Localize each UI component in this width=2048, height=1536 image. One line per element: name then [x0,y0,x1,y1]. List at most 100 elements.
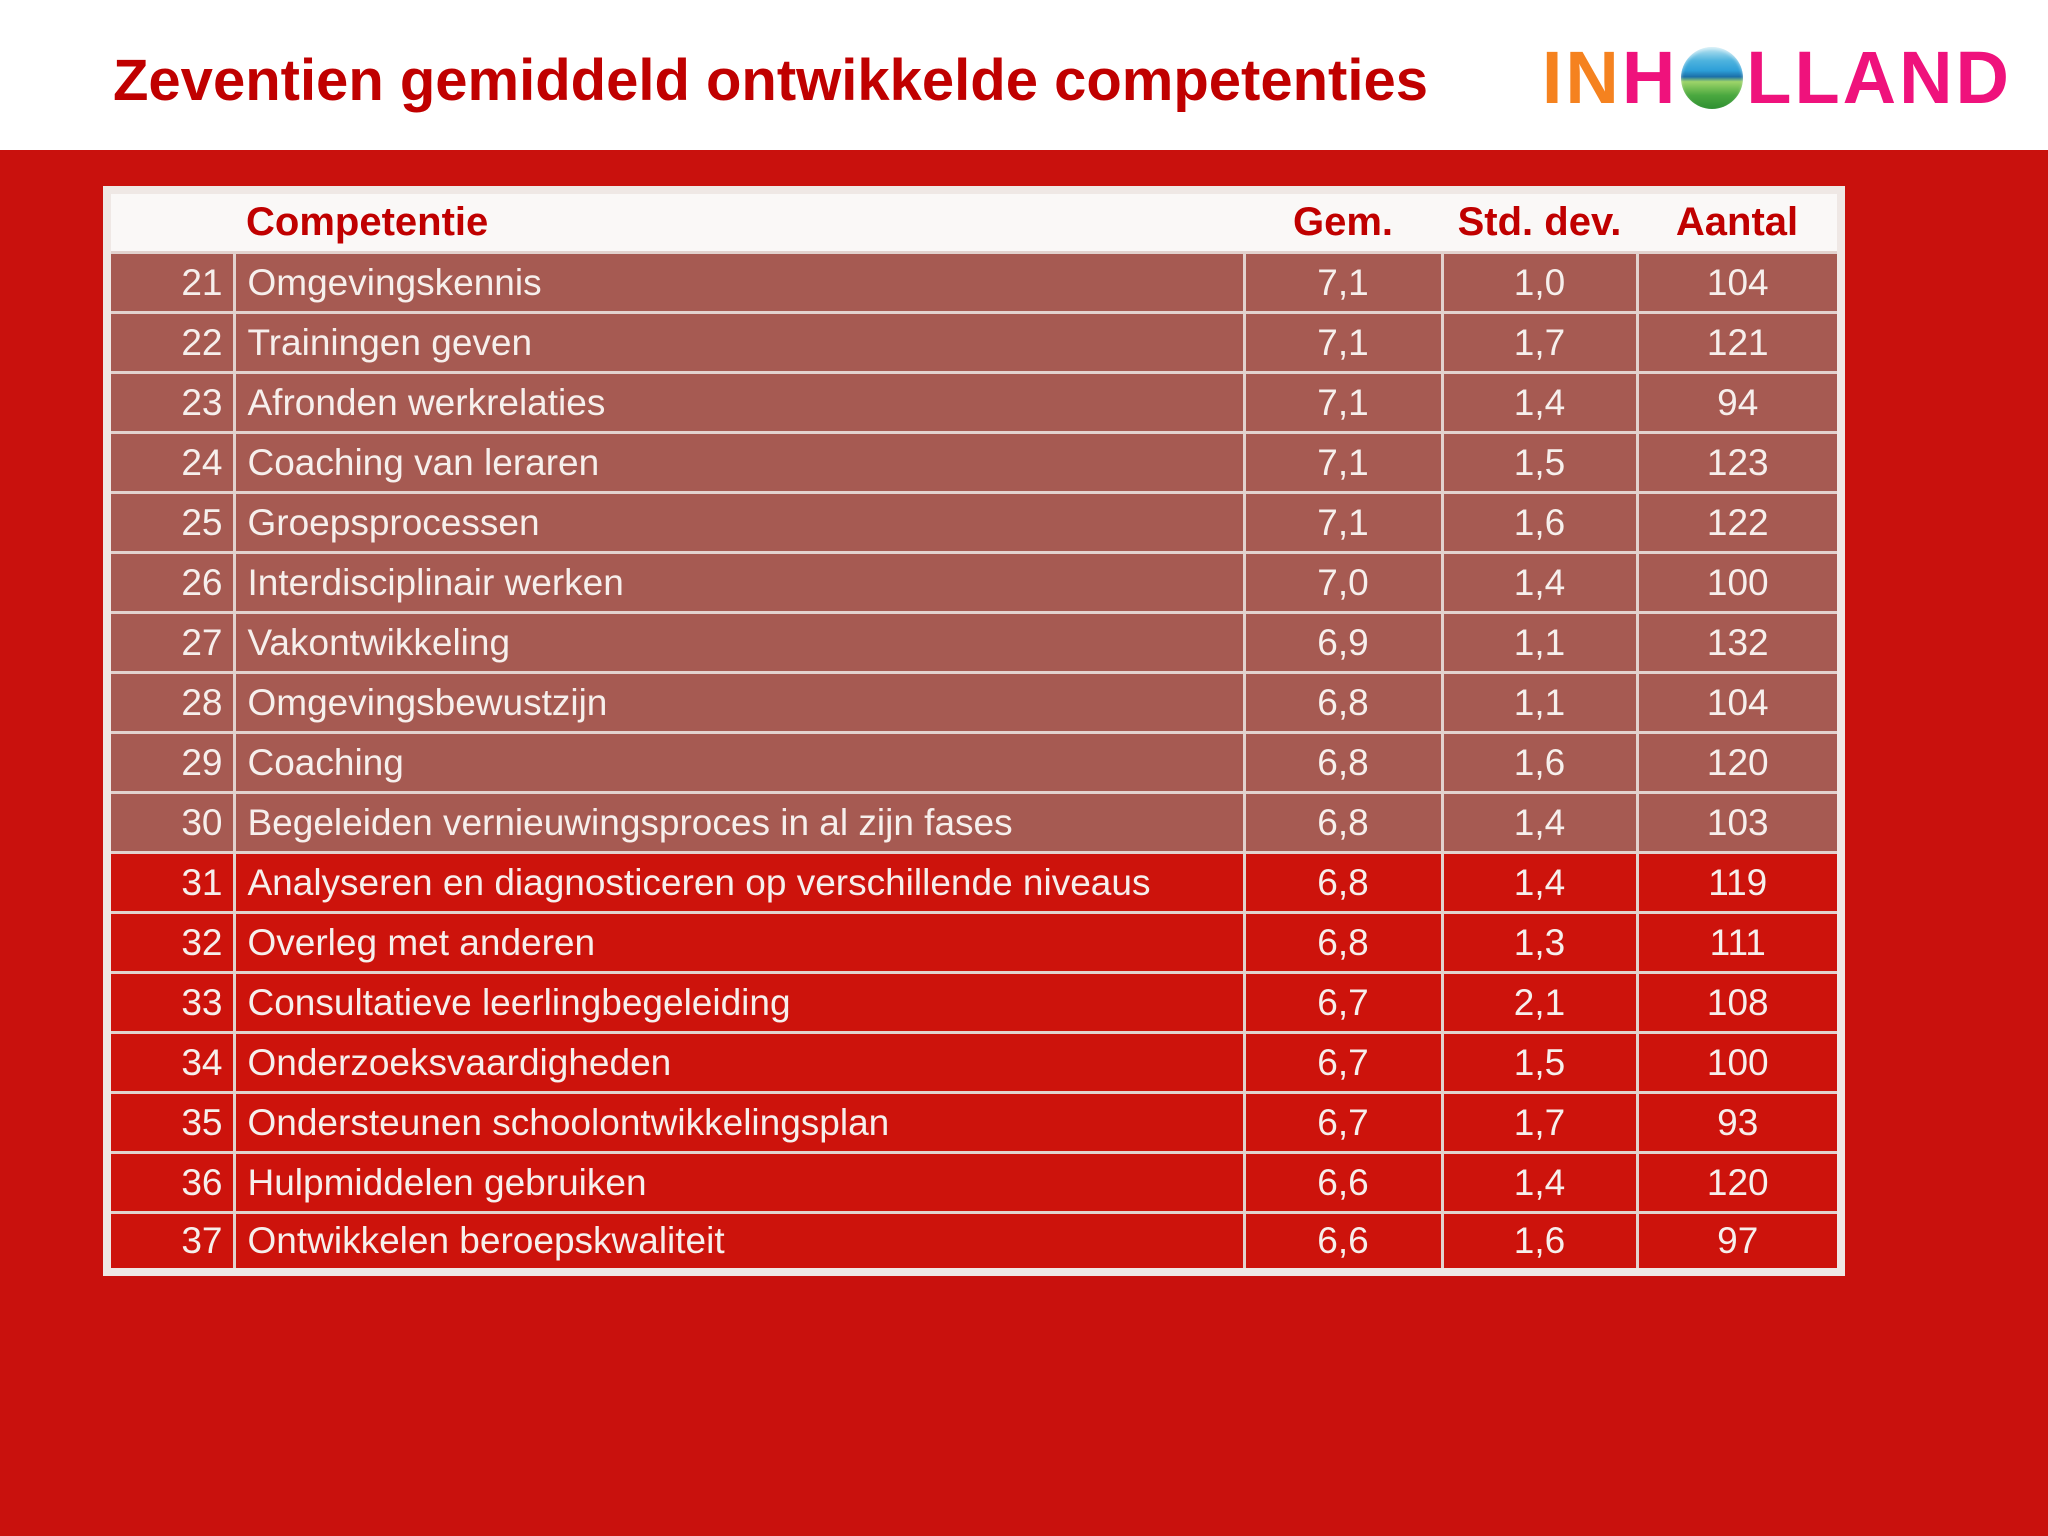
stddev-value: 1,0 [1440,250,1639,314]
stddev-value: 1,6 [1440,1210,1639,1274]
row-number: 21 [105,250,236,314]
stddev-value: 1,4 [1440,550,1639,614]
table-row: 35 Ondersteunen schoolontwikkelingsplan 6,… [105,1090,1843,1154]
inholland-logo: IN H LLAND [1542,35,2012,115]
count-value: 120 [1635,730,1843,794]
row-number: 25 [105,490,236,554]
count-value: 103 [1635,790,1843,854]
header-std-dev: Std. dev. [1442,190,1637,252]
mean-value: 7,1 [1242,310,1444,374]
count-value: 94 [1635,370,1843,434]
table-row: 37 Ontwikkelen beroepskwaliteit 6,6 1,6 97 [105,1210,1843,1274]
count-value: 97 [1635,1210,1843,1274]
competence-name: Begeleiden vernieuwingsproces in al zijn… [232,790,1246,854]
mean-value: 7,1 [1242,430,1444,494]
stddev-value: 1,3 [1440,910,1639,974]
mean-value: 7,1 [1242,370,1444,434]
mean-value: 7,1 [1242,250,1444,314]
competence-name: Onderzoeksvaardigheden [232,1030,1246,1094]
table-row: 25 Groepsprocessen 7,1 1,6 122 [105,490,1843,554]
competence-name: Afronden werkrelaties [232,370,1246,434]
table-row: 32 Overleg met anderen 6,8 1,3 111 [105,910,1843,974]
table-row: 28 Omgevingsbewustzijn 6,8 1,1 104 [105,670,1843,734]
table-header-row: Competentie Gem. Std. dev. Aantal [107,190,1841,252]
competence-name: Groepsprocessen [232,490,1246,554]
count-value: 104 [1635,250,1843,314]
competence-name: Coaching [232,730,1246,794]
count-value: 132 [1635,610,1843,674]
row-number: 35 [105,1090,236,1154]
table-row: 21 Omgevingskennis 7,1 1,0 104 [105,250,1843,314]
stddev-value: 1,4 [1440,850,1639,914]
stddev-value: 1,7 [1440,1090,1639,1154]
stddev-value: 1,5 [1440,430,1639,494]
table-row: 27 Vakontwikkeling 6,9 1,1 132 [105,610,1843,674]
stddev-value: 1,4 [1440,790,1639,854]
mean-value: 6,7 [1242,1030,1444,1094]
count-value: 123 [1635,430,1843,494]
row-number: 37 [105,1210,236,1274]
table-row: 33 Consultatieve leerlingbegeleiding 6,7 2,… [105,970,1843,1034]
row-number: 31 [105,850,236,914]
header-cell-empty [107,190,234,252]
competence-name: Ondersteunen schoolontwikkelingsplan [232,1090,1246,1154]
table-row: 31 Analyseren en diagnosticeren op versch… [105,850,1843,914]
stddev-value: 1,7 [1440,310,1639,374]
table-row: 23 Afronden werkrelaties 7,1 1,4 94 [105,370,1843,434]
count-value: 119 [1635,850,1843,914]
mean-value: 6,7 [1242,1090,1444,1154]
mean-value: 6,8 [1242,910,1444,974]
competence-name: Analyseren en diagnosticeren op verschil… [232,850,1246,914]
competence-name: Overleg met anderen [232,910,1246,974]
row-number: 28 [105,670,236,734]
mean-value: 7,1 [1242,490,1444,554]
header-competentie: Competentie [234,190,1244,252]
competence-name: Coaching van leraren [232,430,1246,494]
row-number: 27 [105,610,236,674]
mean-value: 6,6 [1242,1150,1444,1214]
competence-name: Vakontwikkeling [232,610,1246,674]
page-title: Zeventien gemiddeld ontwikkelde competen… [113,47,1428,113]
header-aantal: Aantal [1637,190,1841,252]
competence-name: Hulpmiddelen gebruiken [232,1150,1246,1214]
table-body: 21 Omgevingskennis 7,1 1,0 104 22 Trainingen g… [105,250,1843,1274]
row-number: 26 [105,550,236,614]
count-value: 100 [1635,1030,1843,1094]
row-number: 33 [105,970,236,1034]
logo-text-in: IN [1541,36,1622,119]
stddev-value: 1,4 [1440,370,1639,434]
row-number: 30 [105,790,236,854]
count-value: 104 [1635,670,1843,734]
logo-text-lland: LLAND [1746,36,2012,119]
row-number: 36 [105,1150,236,1214]
count-value: 111 [1635,910,1843,974]
stddev-value: 1,1 [1440,610,1639,674]
mean-value: 6,7 [1242,970,1444,1034]
stddev-value: 1,4 [1440,1150,1639,1214]
table-row: 30 Begeleiden vernieuwingsproces in al zi… [105,790,1843,854]
competence-name: Interdisciplinair werken [232,550,1246,614]
table-row: 26 Interdisciplinair werken 7,0 1,4 100 [105,550,1843,614]
competence-name: Omgevingskennis [232,250,1246,314]
table-row: 29 Coaching 6,8 1,6 120 [105,730,1843,794]
count-value: 121 [1635,310,1843,374]
stddev-value: 1,1 [1440,670,1639,734]
table-row: 24 Coaching van leraren 7,1 1,5 123 [105,430,1843,494]
row-number: 29 [105,730,236,794]
table-row: 22 Trainingen geven 7,1 1,7 121 [105,310,1843,374]
stddev-value: 2,1 [1440,970,1639,1034]
mean-value: 6,8 [1242,850,1444,914]
table-header: Competentie Gem. Std. dev. Aantal [107,190,1841,252]
count-value: 108 [1635,970,1843,1034]
stddev-value: 1,6 [1440,730,1639,794]
table-row: 34 Onderzoeksvaardigheden 6,7 1,5 100 [105,1030,1843,1094]
row-number: 23 [105,370,236,434]
header-band: Zeventien gemiddeld ontwikkelde competen… [0,0,2048,150]
competence-name: Trainingen geven [232,310,1246,374]
count-value: 120 [1635,1150,1843,1214]
mean-value: 6,8 [1242,670,1444,734]
competence-name: Consultatieve leerlingbegeleiding [232,970,1246,1034]
stddev-value: 1,6 [1440,490,1639,554]
stddev-value: 1,5 [1440,1030,1639,1094]
